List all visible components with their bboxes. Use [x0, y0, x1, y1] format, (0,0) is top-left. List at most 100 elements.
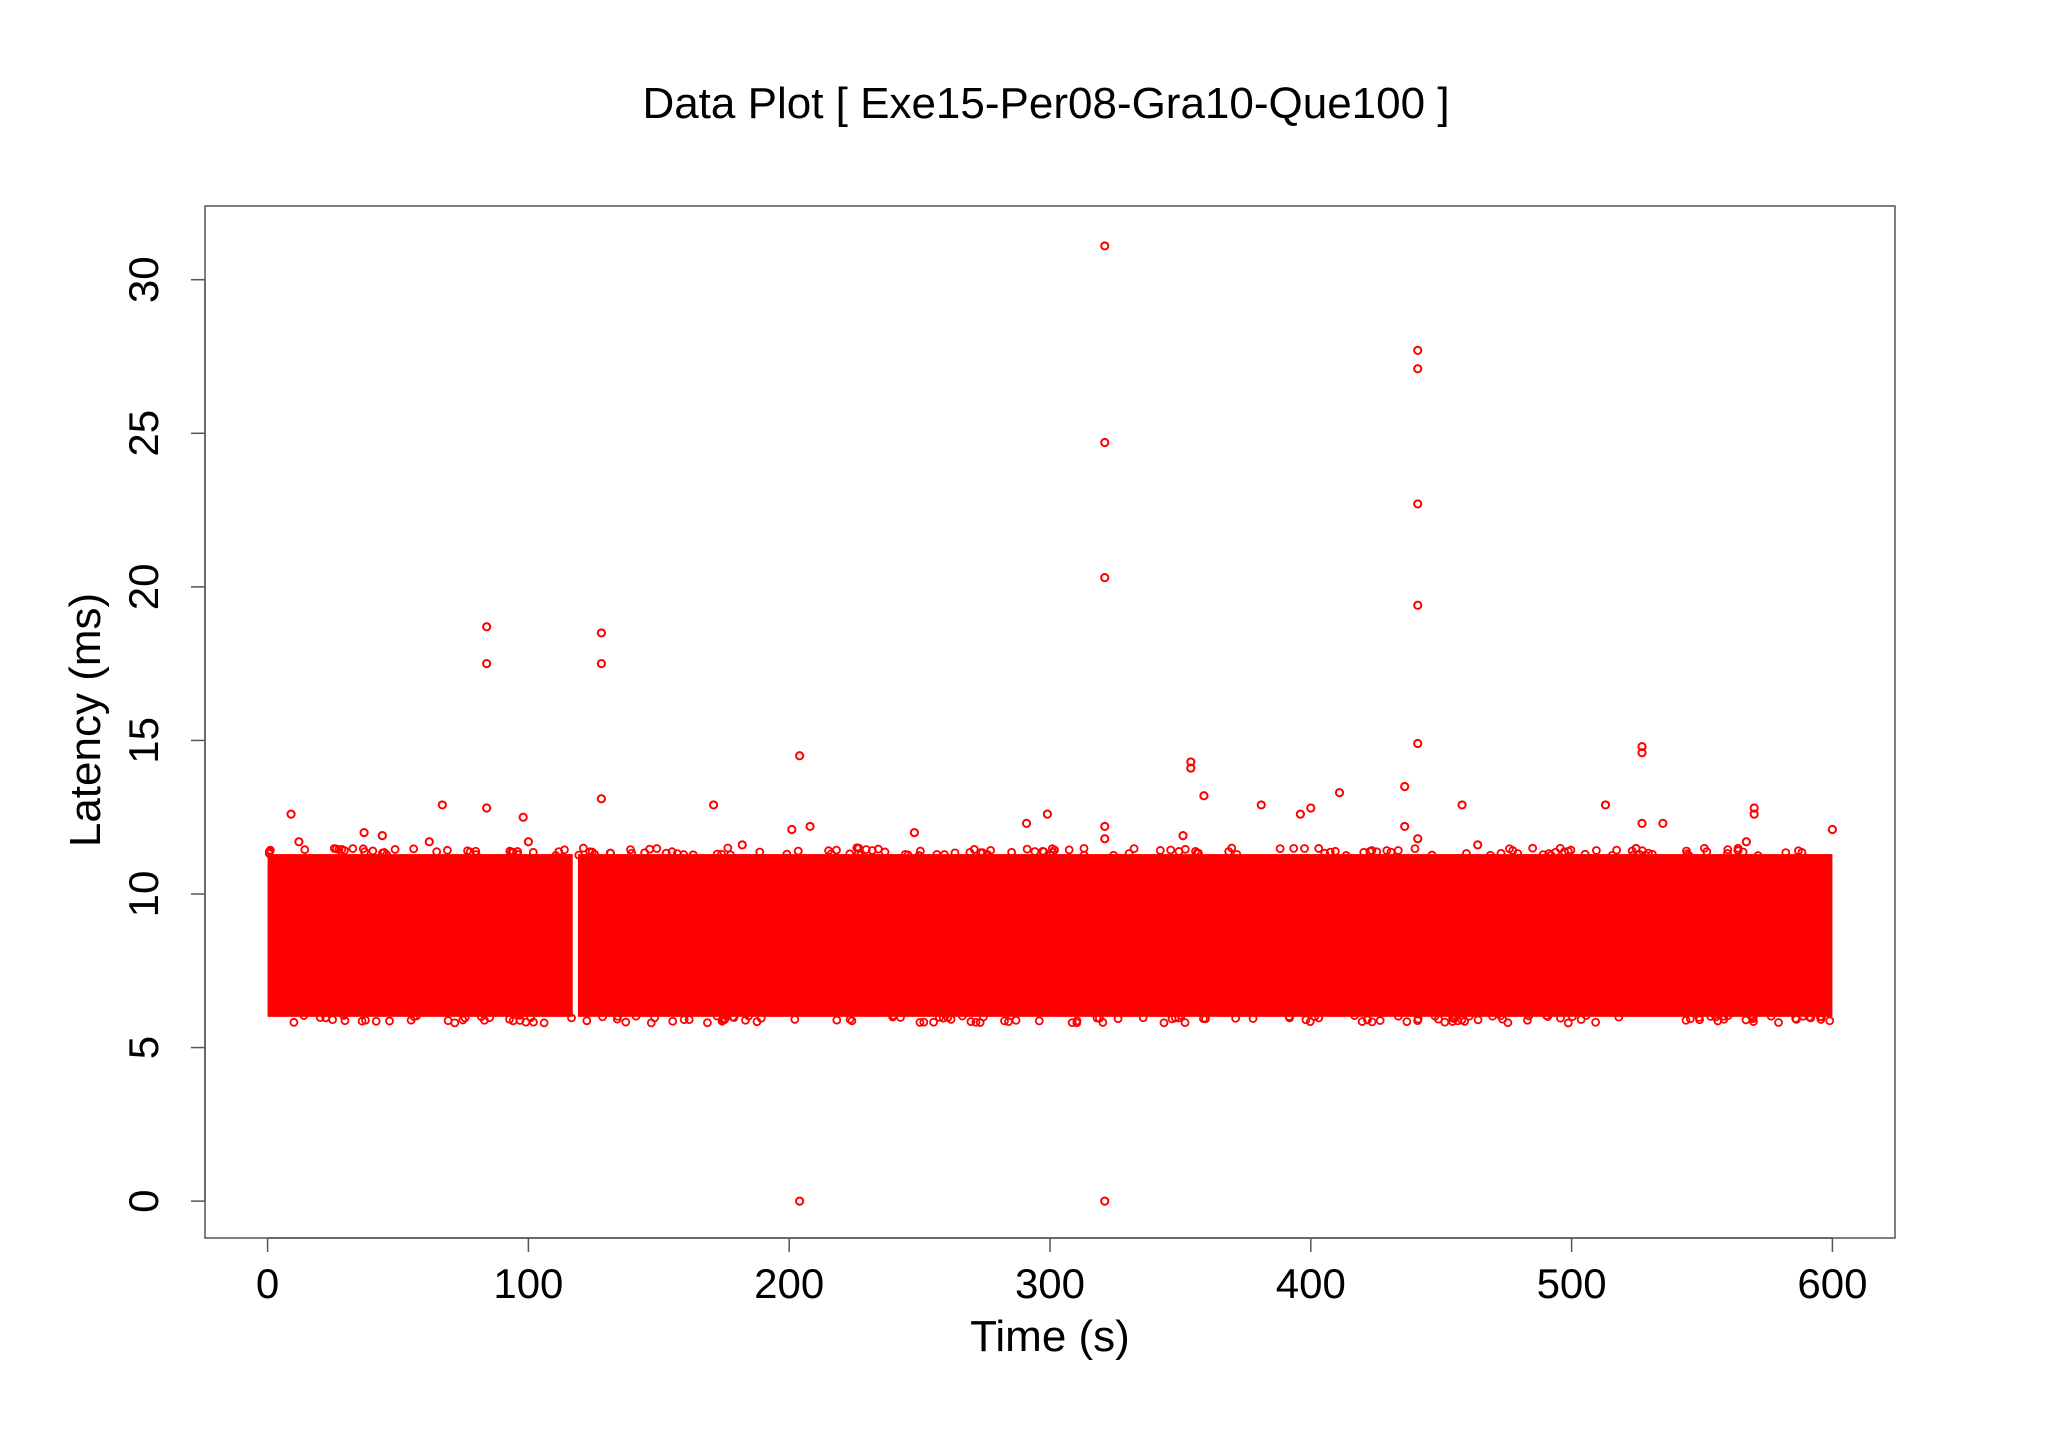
band-edge-point	[1462, 849, 1471, 858]
band-edge-point	[1007, 847, 1016, 857]
band-edge-point	[1289, 843, 1299, 853]
y-tick-label: 30	[120, 256, 167, 303]
band-edge-point	[832, 845, 841, 855]
data-point	[1600, 800, 1611, 810]
band-edge-point	[712, 849, 722, 859]
band-edge-point	[1496, 848, 1506, 858]
data-point	[1413, 499, 1423, 509]
data-point	[1827, 824, 1838, 835]
x-tick-label: 400	[1276, 1260, 1346, 1307]
data-point	[482, 622, 492, 632]
band-edge-point	[667, 847, 677, 857]
dense-data-layer	[264, 843, 1835, 1028]
band-edge-point	[1232, 849, 1242, 859]
band-edge-point	[587, 847, 597, 857]
band-edge-point	[1563, 1018, 1573, 1028]
data-point	[1306, 803, 1316, 813]
band-edge-point	[1159, 1018, 1169, 1028]
band-edge-point	[755, 847, 765, 857]
band-edge-point	[950, 848, 960, 858]
data-point	[1741, 837, 1751, 847]
band-edge-point	[299, 1011, 309, 1020]
band-edge-point	[329, 844, 339, 853]
band-edge-point	[971, 1017, 981, 1027]
band-edge-point	[1275, 844, 1285, 854]
data-point	[1413, 834, 1423, 844]
band-edge-point	[929, 1017, 938, 1027]
data-point	[377, 831, 387, 841]
band-edge-point	[1706, 1012, 1715, 1021]
band-edge-point	[1350, 1011, 1359, 1020]
y-axis-label: Latency (ms)	[61, 593, 110, 847]
band-edge-point	[1363, 1015, 1372, 1025]
band-edge-point	[485, 1013, 494, 1023]
data-point	[596, 659, 607, 669]
band-edge-point	[578, 843, 588, 853]
band-edge-point	[915, 1017, 925, 1027]
band-edge-point	[1046, 850, 1055, 860]
band-edge-point	[442, 845, 452, 855]
band-edge-point	[1301, 1015, 1311, 1025]
data-point	[482, 659, 492, 669]
band-edge-point	[1488, 1011, 1497, 1021]
band-edge-point	[371, 1016, 381, 1026]
band-edge-point	[975, 1018, 985, 1027]
data-point	[1100, 821, 1110, 832]
x-tick-label: 0	[256, 1260, 279, 1307]
x-tick-label: 600	[1797, 1260, 1867, 1307]
band-edge-point	[526, 1013, 536, 1023]
band-edge-point	[567, 1013, 576, 1023]
chart-title: Data Plot [ Exe15-Per08-Gra10-Que100 ]	[642, 79, 1449, 128]
band-edge-point	[1524, 1011, 1534, 1021]
band-edge-point	[1430, 1011, 1440, 1021]
band-edge-point	[1000, 1016, 1009, 1026]
band-edge-point	[460, 1013, 470, 1023]
x-tick-label: 500	[1537, 1260, 1607, 1307]
data-point	[909, 827, 919, 838]
band-edge-point	[1201, 1014, 1210, 1024]
band-edge-point	[650, 1013, 660, 1023]
band-edge-point	[1568, 1012, 1577, 1022]
band-edge-point	[612, 1014, 622, 1024]
band-edge-point	[1791, 1014, 1801, 1023]
band-edge-point	[328, 1015, 337, 1025]
band-edge-point	[300, 845, 310, 855]
band-edge-point	[1248, 1014, 1258, 1023]
band-edge-point	[1612, 845, 1621, 855]
band-edge-point	[513, 847, 522, 856]
band-edge-point	[521, 1017, 531, 1027]
band-edge-point	[717, 849, 726, 859]
data-point	[1100, 1196, 1110, 1206]
band-edge-point	[1285, 1013, 1294, 1023]
band-edge-point	[385, 1016, 394, 1026]
band-edge-point	[1746, 1011, 1756, 1021]
data-point	[1400, 781, 1410, 792]
data-point	[518, 812, 528, 822]
y-tick-label: 15	[120, 717, 167, 764]
band-edge-point	[1781, 848, 1791, 858]
band-edge-point	[1310, 1012, 1320, 1021]
data-point	[1100, 834, 1110, 844]
band-edge-point	[903, 850, 913, 860]
x-tick-label: 200	[754, 1260, 824, 1307]
band-edge-point	[793, 846, 803, 856]
band-edge-point	[1305, 1017, 1315, 1027]
band-edge-point	[1129, 844, 1139, 853]
band-edge-point	[688, 850, 698, 860]
band-edge-point	[845, 1014, 855, 1024]
band-edge-point	[1723, 849, 1732, 858]
data-point	[787, 824, 797, 835]
data-point	[805, 821, 815, 832]
band-edge-point	[1576, 1015, 1586, 1024]
band-edge-point	[264, 847, 274, 856]
band-edge-point	[1372, 847, 1382, 857]
band-edge-point	[1382, 846, 1392, 855]
data-point	[852, 843, 862, 853]
data-point	[359, 827, 369, 838]
band-edge-point	[507, 847, 517, 857]
band-edge-point	[1109, 850, 1118, 860]
data-point	[1178, 831, 1188, 841]
band-edge-point	[1004, 1017, 1013, 1027]
band-edge-point	[1030, 847, 1040, 856]
data-point	[1749, 803, 1759, 813]
